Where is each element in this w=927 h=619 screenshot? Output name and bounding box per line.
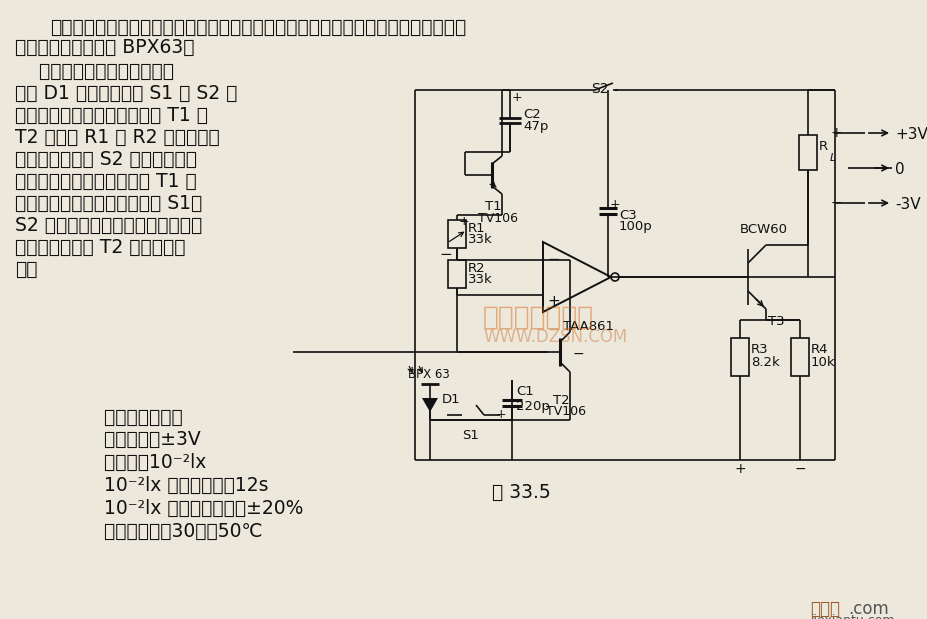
Text: C3: C3 <box>618 209 636 222</box>
Text: BPX 63: BPX 63 <box>408 368 450 381</box>
Text: +: + <box>512 91 522 104</box>
Text: 极管 D1 上，如果开关 S1 和 S2 闭: 极管 D1 上，如果开关 S1 和 S2 闭 <box>15 84 237 103</box>
Text: +: + <box>609 198 620 211</box>
Text: C2: C2 <box>523 108 540 121</box>
Text: T2 及电阵 R1 和 R2 构成源射极: T2 及电阵 R1 和 R2 构成源射极 <box>15 128 220 147</box>
Text: T2: T2 <box>552 394 569 407</box>
Text: 合，则光电流短路，场效应管 T1 和: 合，则光电流短路，场效应管 T1 和 <box>15 106 208 125</box>
Bar <box>790 338 808 376</box>
Text: −: − <box>572 347 584 361</box>
Text: WWW.DZSN.COM: WWW.DZSN.COM <box>482 328 627 346</box>
Polygon shape <box>422 398 438 412</box>
Text: 8.2k: 8.2k <box>750 356 779 369</box>
Text: R: R <box>819 140 827 153</box>
Text: +: + <box>459 215 469 228</box>
Text: −: − <box>546 252 559 267</box>
Text: C1: C1 <box>515 385 533 398</box>
Text: 跟随器。在开关 S2 闭合时运算放: 跟随器。在开关 S2 闭合时运算放 <box>15 150 197 169</box>
Text: R4: R4 <box>810 343 828 356</box>
Text: S2 均打开，则强负反馈线路切断，: S2 均打开，则强负反馈线路切断， <box>15 216 202 235</box>
Text: 220p: 220p <box>515 400 550 413</box>
Text: 在光强极小时采用光敏电阵或一般光敏二极管就不适合了，而应采用截止电流特别小: 在光强极小时采用光敏电阵或一般光敏二极管就不适合了，而应采用截止电流特别小 <box>50 18 465 37</box>
Text: D1: D1 <box>441 393 460 406</box>
Text: 0: 0 <box>894 162 904 177</box>
Text: R2: R2 <box>467 262 485 275</box>
Text: TAA861: TAA861 <box>563 320 614 333</box>
Text: T3: T3 <box>768 315 784 328</box>
Text: 33k: 33k <box>467 273 492 286</box>
Text: 100p: 100p <box>618 220 652 233</box>
Text: L: L <box>829 153 835 163</box>
Text: S2: S2 <box>590 82 608 96</box>
Text: −: − <box>438 247 451 262</box>
Text: S1: S1 <box>462 429 478 442</box>
Text: −: − <box>830 196 842 210</box>
Text: +3V: +3V <box>894 127 927 142</box>
Text: +: + <box>546 294 559 309</box>
Text: R1: R1 <box>467 222 485 235</box>
Text: +: + <box>734 462 746 476</box>
Text: TV106: TV106 <box>477 212 517 225</box>
Text: 光照度：10⁻²lx: 光照度：10⁻²lx <box>80 453 206 472</box>
Text: +: + <box>495 408 506 421</box>
Text: 主要技术指标：: 主要技术指标： <box>80 408 183 427</box>
Text: 工作电压：±3V: 工作电压：±3V <box>80 430 200 449</box>
Text: 10⁻²lx 时曝光时间：12s: 10⁻²lx 时曝光时间：12s <box>80 476 268 495</box>
Text: jiexiantu.com: jiexiantu.com <box>809 614 894 619</box>
Text: TV106: TV106 <box>545 405 585 418</box>
Text: 其反向输入端相接。如果开关 S1、: 其反向输入端相接。如果开关 S1、 <box>15 194 202 213</box>
Text: 接线图: 接线图 <box>809 600 839 618</box>
Text: 10k: 10k <box>810 356 834 369</box>
Text: 温度条件：－30～＋50℃: 温度条件：－30～＋50℃ <box>80 522 262 541</box>
Text: 该电路中光线持续照射到二: 该电路中光线持续照射到二 <box>15 62 174 81</box>
Text: 缘庄电子市场网: 缘庄电子市场网 <box>482 305 593 331</box>
Bar <box>798 135 816 170</box>
Text: −: − <box>794 462 806 476</box>
Text: .com: .com <box>847 600 888 618</box>
Text: 的专用的光敏二极管 BPX63。: 的专用的光敏二极管 BPX63。 <box>15 38 195 57</box>
Text: 但场效应晶体管 T2 的工作点改: 但场效应晶体管 T2 的工作点改 <box>15 238 185 257</box>
Text: -3V: -3V <box>894 197 920 212</box>
Bar <box>448 220 465 248</box>
Text: 大器输出通过场效应晶体管 T1 同: 大器输出通过场效应晶体管 T1 同 <box>15 172 197 191</box>
Text: R3: R3 <box>750 343 768 356</box>
Text: 33k: 33k <box>467 233 492 246</box>
Text: 10⁻²lx 时测量误差：＜±20%: 10⁻²lx 时测量误差：＜±20% <box>80 499 303 518</box>
Bar <box>730 338 748 376</box>
Text: 47p: 47p <box>523 120 548 133</box>
Text: +: + <box>830 126 842 140</box>
Bar <box>448 260 465 288</box>
Text: BCW60: BCW60 <box>739 223 787 236</box>
Text: 图 33.5: 图 33.5 <box>491 483 550 502</box>
Text: T1: T1 <box>485 200 502 213</box>
Text: 变。: 变。 <box>15 260 37 279</box>
